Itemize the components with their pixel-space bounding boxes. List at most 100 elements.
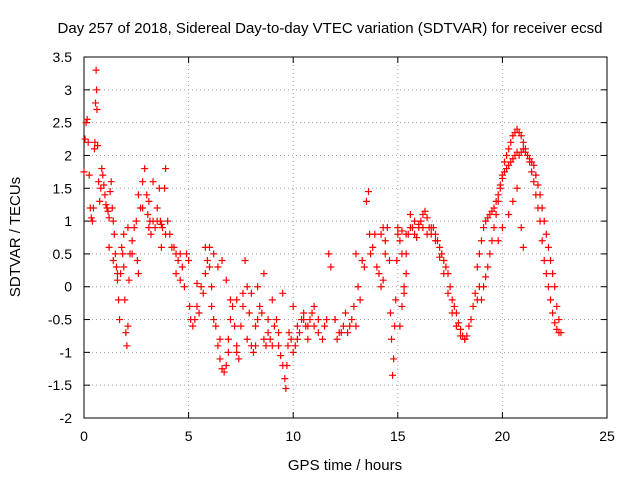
data-point [170, 243, 178, 251]
x-tick-labels: 0 5 10 15 20 25 [80, 428, 615, 444]
data-point [350, 302, 358, 310]
x-tick-label: 0 [80, 428, 88, 444]
data-point [268, 296, 276, 304]
data-point [113, 270, 121, 278]
data-point [189, 322, 197, 330]
data-point [306, 316, 314, 324]
data-point [272, 316, 280, 324]
data-point [289, 348, 297, 356]
data-point [400, 283, 408, 291]
data-point [218, 256, 226, 264]
data-point [149, 178, 157, 186]
data-point [457, 325, 465, 333]
data-point [503, 151, 511, 159]
x-tick-label: 5 [185, 428, 193, 444]
data-point [275, 329, 283, 337]
data-point [147, 230, 155, 238]
data-point [352, 322, 360, 330]
data-point [172, 270, 180, 278]
data-point [448, 296, 456, 304]
data-point [106, 188, 114, 196]
data-point [415, 220, 423, 228]
data-point [212, 322, 220, 330]
data-point [547, 256, 555, 264]
data-point [494, 191, 502, 199]
data-point [143, 191, 151, 199]
data-point [471, 289, 479, 297]
data-point [304, 335, 312, 343]
data-point [377, 230, 385, 238]
data-point [85, 171, 93, 179]
data-point [107, 178, 115, 186]
data-point [102, 201, 110, 209]
data-point [237, 322, 245, 330]
data-point [113, 276, 121, 284]
x-axis-label: GPS time / hours [288, 457, 402, 474]
data-point [310, 302, 318, 310]
data-point [285, 329, 293, 337]
data-point [421, 207, 429, 215]
data-point [540, 256, 548, 264]
data-point [419, 224, 427, 232]
data-point [542, 230, 550, 238]
data-point [352, 250, 360, 258]
data-point [553, 302, 561, 310]
data-point [92, 99, 100, 107]
data-point [327, 263, 335, 271]
data-point [293, 335, 301, 343]
data-point [162, 165, 170, 173]
data-point [104, 207, 112, 215]
data-point [289, 302, 297, 310]
data-point [333, 335, 341, 343]
data-point [450, 302, 458, 310]
data-point [239, 289, 247, 297]
data-point [440, 270, 448, 278]
data-point [377, 283, 385, 291]
y-tick-label: 0.5 [53, 246, 73, 262]
data-point [277, 352, 285, 360]
data-point [252, 322, 260, 330]
data-point [287, 335, 295, 343]
data-point [139, 178, 147, 186]
data-point [475, 250, 483, 258]
data-point [551, 319, 559, 327]
data-point [145, 197, 153, 205]
data-point [321, 322, 329, 330]
data-point [100, 181, 108, 189]
data-point [295, 329, 303, 337]
data-point [371, 230, 379, 238]
data-point [158, 224, 166, 232]
data-point [214, 342, 222, 350]
data-point [536, 191, 544, 199]
data-point [151, 224, 159, 232]
data-point [254, 316, 262, 324]
data-point [436, 253, 444, 261]
data-point [153, 204, 161, 212]
x-tick-label: 25 [599, 428, 615, 444]
data-point [185, 256, 193, 264]
data-point [157, 243, 165, 251]
data-point [342, 309, 349, 317]
y-tick-label: -1 [60, 344, 73, 360]
x-tick-label: 20 [495, 428, 511, 444]
data-point [203, 256, 211, 264]
data-point [245, 309, 253, 317]
data-point [362, 197, 370, 205]
data-point [216, 335, 224, 343]
data-point [467, 316, 475, 324]
data-point [243, 335, 251, 343]
data-point [98, 165, 106, 173]
data-point [379, 276, 387, 284]
data-point [431, 237, 439, 245]
data-point [111, 250, 119, 258]
data-point [331, 316, 339, 324]
data-point [264, 329, 272, 337]
data-point [442, 263, 450, 271]
data-point [549, 309, 557, 317]
data-point [199, 289, 207, 297]
y-tick-labels: -2 -1.5 -1 -0.5 0 0.5 1 1.5 2 2.5 3 3.5 [48, 49, 72, 426]
data-point [356, 296, 364, 304]
data-point [176, 276, 184, 284]
data-point [258, 309, 266, 317]
